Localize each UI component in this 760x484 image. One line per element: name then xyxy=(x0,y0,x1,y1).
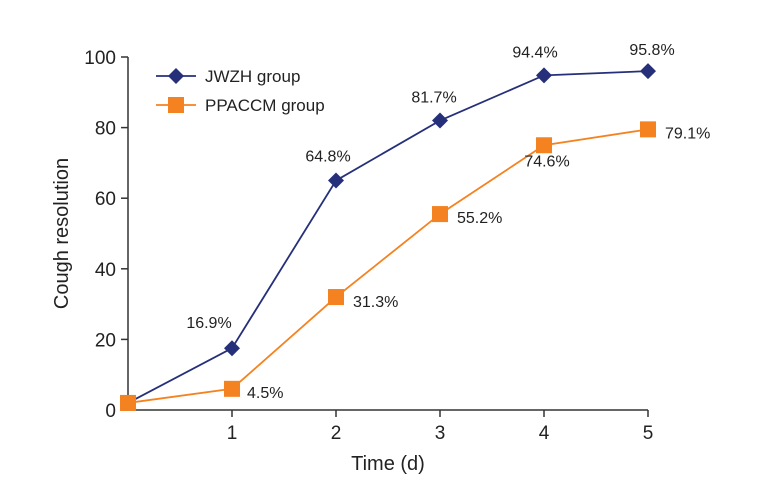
y-tick-label: 0 xyxy=(105,401,116,422)
series-1-marker xyxy=(432,112,448,129)
data-label: 95.8% xyxy=(629,42,674,59)
x-tick-label: 1 xyxy=(227,423,238,444)
axes: 0 20 40 60 80 100 1 2 3 4 5 xyxy=(84,48,653,444)
legend-label-1: JWZH group xyxy=(205,67,300,86)
series-2-marker xyxy=(536,137,552,154)
series-layer xyxy=(120,63,656,411)
data-label: 74.6% xyxy=(524,153,569,170)
y-tick-label: 80 xyxy=(95,119,116,140)
y-tick-label: 40 xyxy=(95,260,116,281)
y-tick-label: 20 xyxy=(95,330,116,351)
data-label: 55.2% xyxy=(457,210,502,227)
series-1-marker xyxy=(224,340,240,357)
data-label: 31.3% xyxy=(353,294,398,311)
x-tick-label: 3 xyxy=(435,423,446,444)
series-2-marker xyxy=(432,206,448,223)
legend-label-2: PPACCM group xyxy=(205,96,325,115)
series-2-marker xyxy=(640,121,656,138)
legend: JWZH group PPACCM group xyxy=(156,67,325,115)
legend-marker-1 xyxy=(168,68,184,84)
data-labels: 16.9% 64.8% 81.7% 94.4% 95.8% 4.5% 31.3% 55.2% 7… xyxy=(186,42,710,402)
x-tick-label: 4 xyxy=(539,423,550,444)
series-2-marker xyxy=(224,380,240,397)
series-2-marker xyxy=(328,289,344,306)
y-axis-title: Cough resolution xyxy=(51,158,73,309)
data-label: 16.9% xyxy=(186,315,231,332)
series-1-marker xyxy=(328,172,344,189)
series-1-marker xyxy=(536,67,552,84)
y-tick-label: 60 xyxy=(95,189,116,210)
data-label: 64.8% xyxy=(305,149,350,166)
series-line-1 xyxy=(127,70,649,404)
series-1-marker xyxy=(640,63,656,80)
data-label: 81.7% xyxy=(411,90,456,107)
series-line-2 xyxy=(127,128,649,404)
series-2-marker xyxy=(120,394,136,411)
data-label: 79.1% xyxy=(665,125,710,142)
x-axis-title: Time (d) xyxy=(351,453,425,475)
legend-marker-2 xyxy=(168,97,184,113)
y-tick-label: 100 xyxy=(84,48,116,69)
data-label: 4.5% xyxy=(247,385,283,402)
x-tick-label: 5 xyxy=(643,423,654,444)
data-label: 94.4% xyxy=(512,44,557,61)
x-tick-label: 2 xyxy=(331,423,342,444)
